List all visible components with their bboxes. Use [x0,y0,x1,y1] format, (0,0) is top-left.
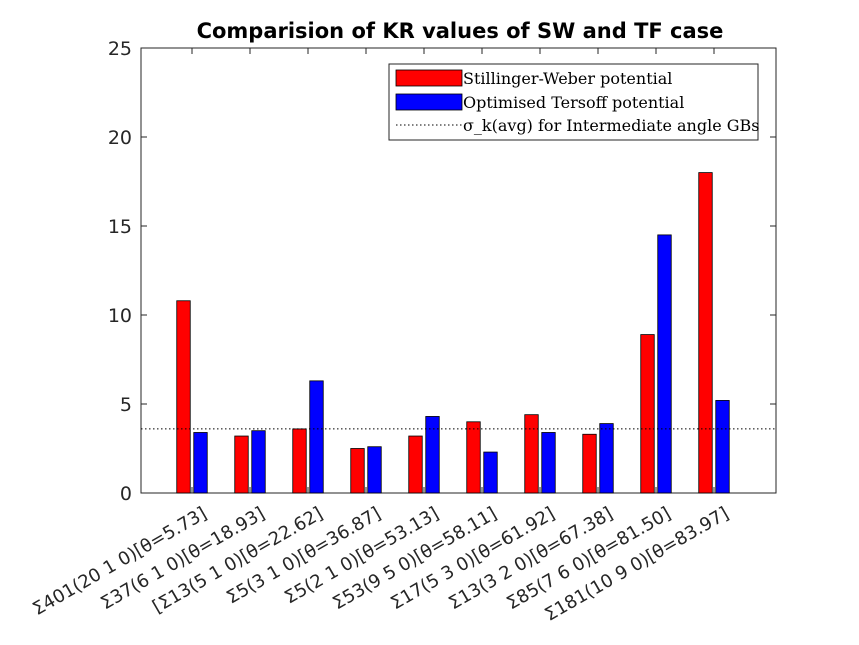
legend-swatch-optimised-tersoff [395,93,463,111]
bar-stillinger-weber [176,300,191,494]
bar-stillinger-weber [292,428,307,494]
legend-label-reference: σ_k(avg) for Intermediate angle GBs [463,116,760,135]
bar-optimised-tersoff [541,432,556,494]
bar-optimised-tersoff [193,432,208,494]
bar-optimised-tersoff [367,446,382,494]
bar-stillinger-weber [408,435,423,494]
bar-optimised-tersoff [309,380,324,494]
y-tick-label: 10 [108,305,132,327]
legend-label-stillinger-weber: Stillinger-Weber potential [463,69,672,88]
bar-stillinger-weber [524,414,539,494]
y-tick-label: 25 [108,38,132,60]
bar-optimised-tersoff [599,423,614,494]
bar-stillinger-weber [582,433,597,494]
bar-stillinger-weber [640,334,655,494]
bar-optimised-tersoff [715,400,730,494]
bar-stillinger-weber [698,172,713,494]
bar-optimised-tersoff [251,430,266,494]
bar-optimised-tersoff [483,451,498,494]
bar-optimised-tersoff [425,416,440,494]
legend-label-optimised-tersoff: Optimised Tersoff potential [463,93,684,112]
y-tick-label: 15 [108,216,132,238]
chart-title: Comparision of KR values of SW and TF ca… [197,19,724,43]
bar-stillinger-weber [234,435,249,494]
y-tick-label: 20 [108,127,132,149]
bar-optimised-tersoff [657,234,672,494]
bar-stillinger-weber [350,448,365,494]
y-tick-label: 0 [120,483,132,505]
y-tick-label: 5 [120,394,132,416]
legend-swatch-stillinger-weber [395,69,463,87]
bar-stillinger-weber [466,421,481,494]
